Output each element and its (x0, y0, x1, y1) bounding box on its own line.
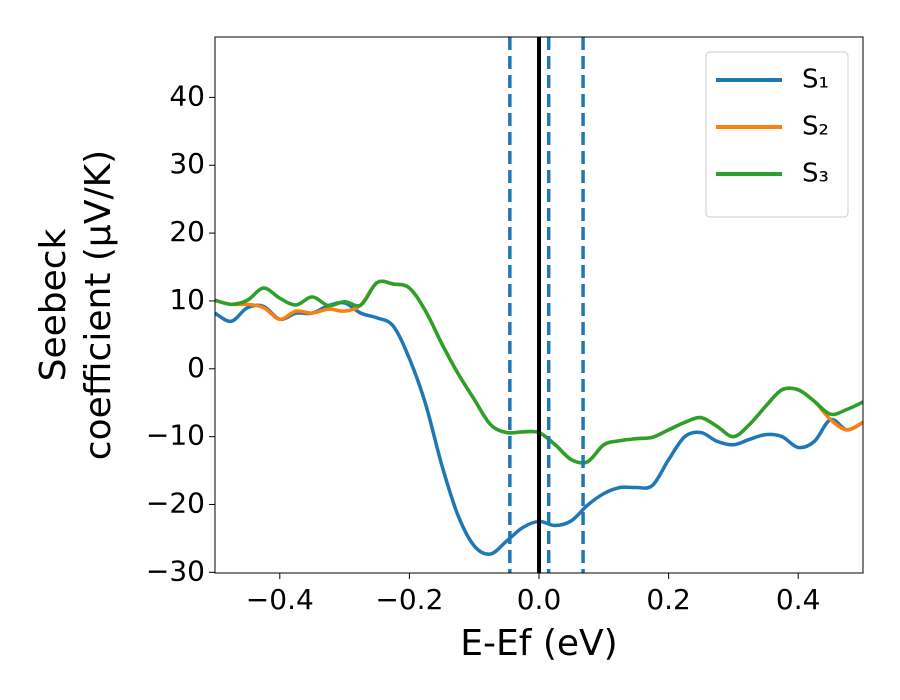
plot-frame (214, 36, 864, 574)
legend-label: S₁ (802, 65, 829, 95)
x-tick-label: −0.4 (246, 583, 314, 616)
x-tick-label: −0.2 (375, 583, 443, 616)
x-tick-label: 0.0 (517, 583, 562, 616)
y-tick-label: 30 (169, 147, 205, 180)
y-axis-label: Seebeck (33, 228, 74, 381)
y-axis-label: coefficient (μV/K) (78, 150, 119, 460)
y-tick-label: 20 (169, 215, 205, 248)
x-tick-label: 0.4 (776, 583, 821, 616)
y-tick-label: 0 (187, 351, 205, 384)
legend-label: S₂ (802, 112, 829, 142)
x-axis-label: E-Ef (eV) (460, 623, 617, 664)
y-tick-label: −10 (146, 419, 205, 452)
legend-label: S₃ (802, 159, 829, 189)
plot-area (215, 37, 863, 573)
y-tick-label: 40 (169, 79, 205, 112)
y-tick-label: −20 (146, 486, 205, 519)
y-tick-label: −30 (146, 554, 205, 587)
y-tick-label: 10 (169, 283, 205, 316)
x-tick-label: 0.2 (646, 583, 691, 616)
